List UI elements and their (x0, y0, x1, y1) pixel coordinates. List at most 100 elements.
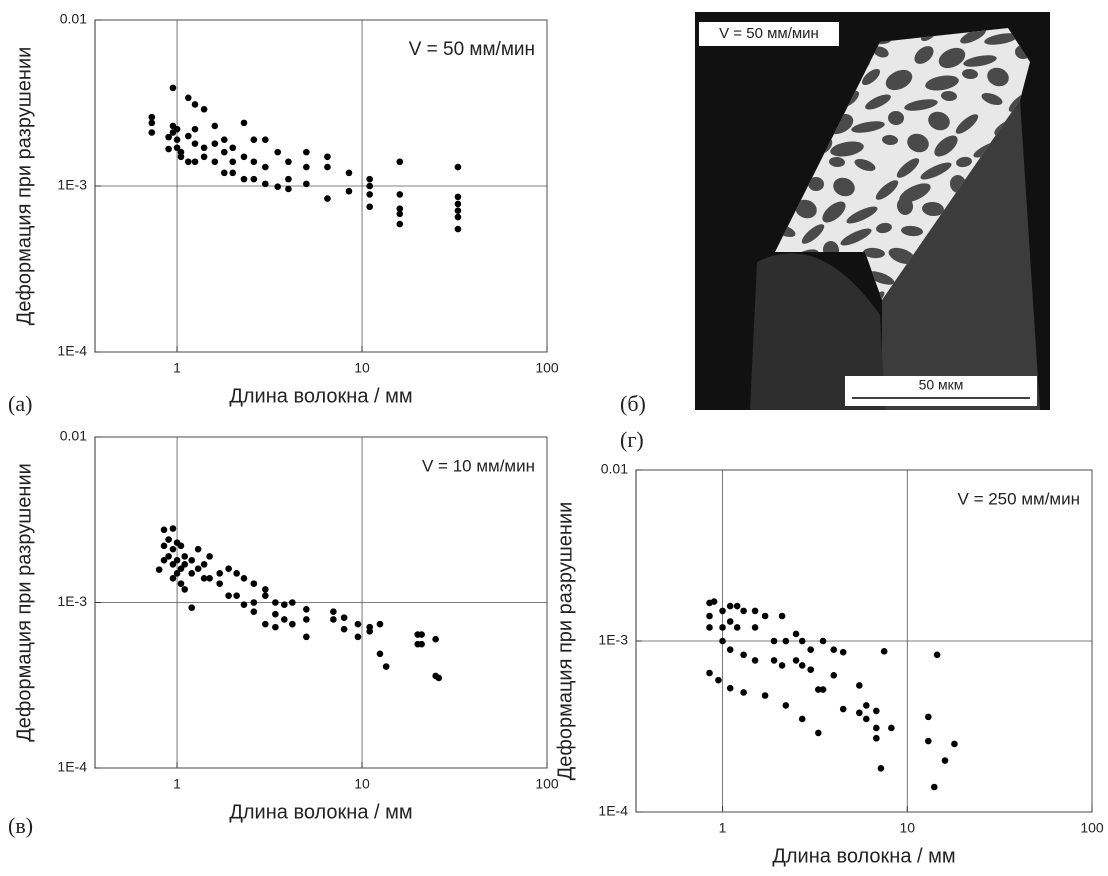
data-point (281, 616, 288, 623)
data-point (148, 113, 156, 121)
data-point (200, 105, 208, 113)
data-point (396, 210, 404, 218)
micrograph: V = 50 мм/мин 50 мкм (695, 12, 1050, 410)
phase-region (840, 228, 872, 246)
data-point (366, 182, 373, 190)
data-point (272, 623, 279, 631)
data-point (454, 225, 462, 233)
data-point (839, 648, 847, 656)
x-tick-label: 100 (535, 776, 559, 792)
data-point (188, 604, 196, 612)
data-point (250, 158, 258, 166)
data-point (933, 651, 941, 659)
data-point (240, 575, 248, 582)
data-point (240, 119, 248, 127)
data-point (819, 637, 827, 645)
data-point (778, 662, 786, 669)
data-point (177, 542, 185, 550)
data-point (281, 601, 288, 608)
data-point (715, 676, 722, 684)
data-point (366, 175, 373, 183)
data-point (366, 191, 373, 198)
data-point (751, 624, 759, 631)
micrograph-label-box (699, 22, 839, 46)
data-point (229, 144, 237, 152)
data-point (250, 580, 258, 587)
data-point (191, 158, 199, 166)
phase-region (904, 99, 938, 111)
data-point (173, 570, 181, 577)
data-point (211, 122, 219, 130)
data-point (303, 148, 310, 156)
panel-label: (б) (620, 391, 646, 416)
data-point (274, 183, 282, 191)
data-point (303, 616, 310, 623)
data-point (706, 624, 713, 631)
data-point (815, 686, 822, 693)
data-point (240, 175, 248, 183)
data-point (733, 602, 741, 610)
data-point (177, 580, 185, 587)
panel-label: (а) (8, 391, 32, 416)
data-point (706, 669, 713, 677)
data-point (181, 586, 189, 593)
x-axis-label: Длина волокна / мм (229, 801, 412, 823)
data-point (396, 158, 404, 166)
data-point (807, 666, 814, 673)
x-tick-label: 100 (1080, 820, 1104, 836)
data-point (216, 570, 223, 577)
y-axis-label: Деформация при разрушении (13, 47, 35, 326)
phase-region (914, 46, 934, 64)
panel-label: (г) (620, 427, 644, 452)
phase-region (873, 46, 889, 58)
data-point (761, 612, 769, 620)
data-point (432, 635, 439, 643)
data-point (169, 525, 177, 532)
data-point (184, 132, 192, 140)
data-point (740, 651, 747, 659)
data-point (188, 570, 196, 577)
data-point (454, 207, 462, 214)
y-tick-label: 1E-4 (57, 759, 87, 775)
phase-region (920, 162, 952, 180)
data-point (354, 620, 362, 628)
data-point (873, 724, 880, 732)
data-point (303, 605, 310, 613)
data-point (862, 702, 870, 709)
y-tick-label: 0.01 (601, 461, 628, 477)
data-point (396, 191, 404, 198)
data-point (169, 84, 177, 92)
data-point (250, 136, 258, 144)
data-point (194, 545, 202, 553)
data-point (873, 734, 880, 742)
data-point (454, 200, 462, 208)
data-point (925, 713, 932, 721)
data-point (177, 153, 185, 161)
data-point (165, 536, 172, 543)
phase-region (822, 201, 846, 223)
data-point (751, 607, 759, 615)
x-tick-label: 100 (535, 360, 559, 376)
phase-region (901, 225, 923, 237)
data-point (262, 136, 269, 144)
y-tick-label: 1E-4 (598, 803, 628, 819)
annotation: V = 250 мм/мин (958, 489, 1080, 508)
data-point (200, 575, 208, 582)
data-point (262, 586, 269, 593)
data-point (206, 575, 213, 582)
data-point (200, 144, 208, 152)
y-tick-label: 0.01 (60, 11, 87, 27)
phase-region (830, 141, 864, 157)
data-point (324, 195, 331, 202)
data-point (233, 570, 240, 577)
data-point (177, 148, 185, 156)
panel-label: (в) (8, 813, 33, 838)
data-point (272, 599, 279, 606)
data-point (324, 153, 331, 161)
data-point (165, 145, 172, 153)
phase-region (875, 180, 899, 200)
phase-region (956, 156, 972, 168)
x-tick-label: 1 (719, 820, 727, 836)
data-point (274, 148, 282, 156)
phase-region (981, 92, 1003, 106)
